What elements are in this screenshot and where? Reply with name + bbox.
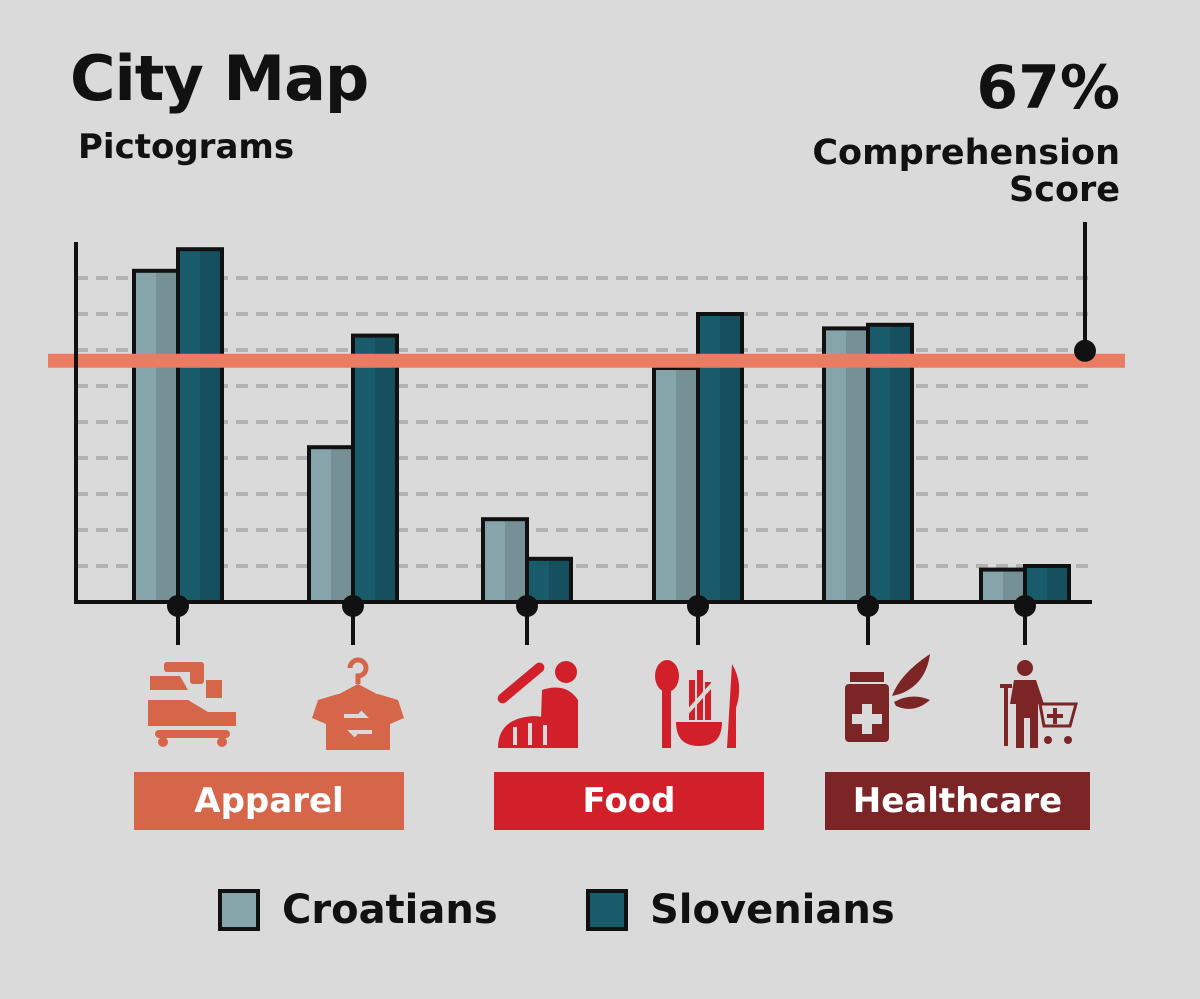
- category-tick-dot: [167, 595, 189, 617]
- pharmacy-icon: [845, 654, 930, 742]
- axes: [74, 242, 1092, 604]
- group-label-food: Food: [494, 772, 764, 830]
- dry-cleaning-icon: [312, 657, 404, 750]
- group-label-healthcare: Healthcare: [825, 772, 1090, 830]
- bar-shade: [200, 251, 220, 602]
- bar-shade: [676, 370, 696, 602]
- bar-shade: [156, 272, 176, 602]
- legend-label-slovenians: Slovenians: [650, 887, 895, 933]
- category-ticks: [167, 595, 1036, 645]
- category-tick-dot: [687, 595, 709, 617]
- legend-item-slovenians: Slovenians: [586, 887, 895, 933]
- shoe-repair-icon: [148, 662, 236, 747]
- threshold-label: Comprehension Score: [812, 133, 1120, 210]
- chart-title: City Map: [70, 42, 369, 115]
- threshold-dot: [1074, 339, 1096, 362]
- category-tick-dot: [1014, 595, 1036, 617]
- chart-subtitle: Pictograms: [78, 127, 295, 167]
- bar-shade: [1003, 571, 1023, 602]
- category-tick-dot: [857, 595, 879, 617]
- medical-aids-icon: [1000, 660, 1078, 748]
- bar-slovenians: [525, 556, 573, 604]
- threshold-value: 67%: [976, 53, 1120, 123]
- bar-croatians: [132, 268, 180, 604]
- bar-shade: [505, 521, 525, 602]
- bar-shade: [331, 449, 351, 602]
- bakery-icon: [497, 661, 578, 748]
- legend-item-croatians: Croatians: [218, 887, 498, 933]
- bar-shade: [1047, 568, 1067, 602]
- legend-label-croatians: Croatians: [282, 887, 498, 933]
- bar-shade: [846, 330, 866, 602]
- bar-shade: [890, 326, 910, 602]
- legend-swatch-slovenians: [586, 889, 628, 931]
- bars: [132, 247, 1071, 605]
- threshold-marker: [48, 222, 1125, 368]
- category-tick-dot: [516, 595, 538, 617]
- group-label-apparel: Apparel: [134, 772, 404, 830]
- legend-swatch-croatians: [218, 889, 260, 931]
- bar-shade: [375, 337, 395, 602]
- grid-lines: [76, 276, 1092, 568]
- vegetarian-food-icon: [655, 660, 740, 748]
- bar-croatians: [307, 445, 355, 605]
- category-tick-dot: [342, 595, 364, 617]
- bar-shade: [549, 560, 569, 602]
- bar-shade: [720, 316, 740, 602]
